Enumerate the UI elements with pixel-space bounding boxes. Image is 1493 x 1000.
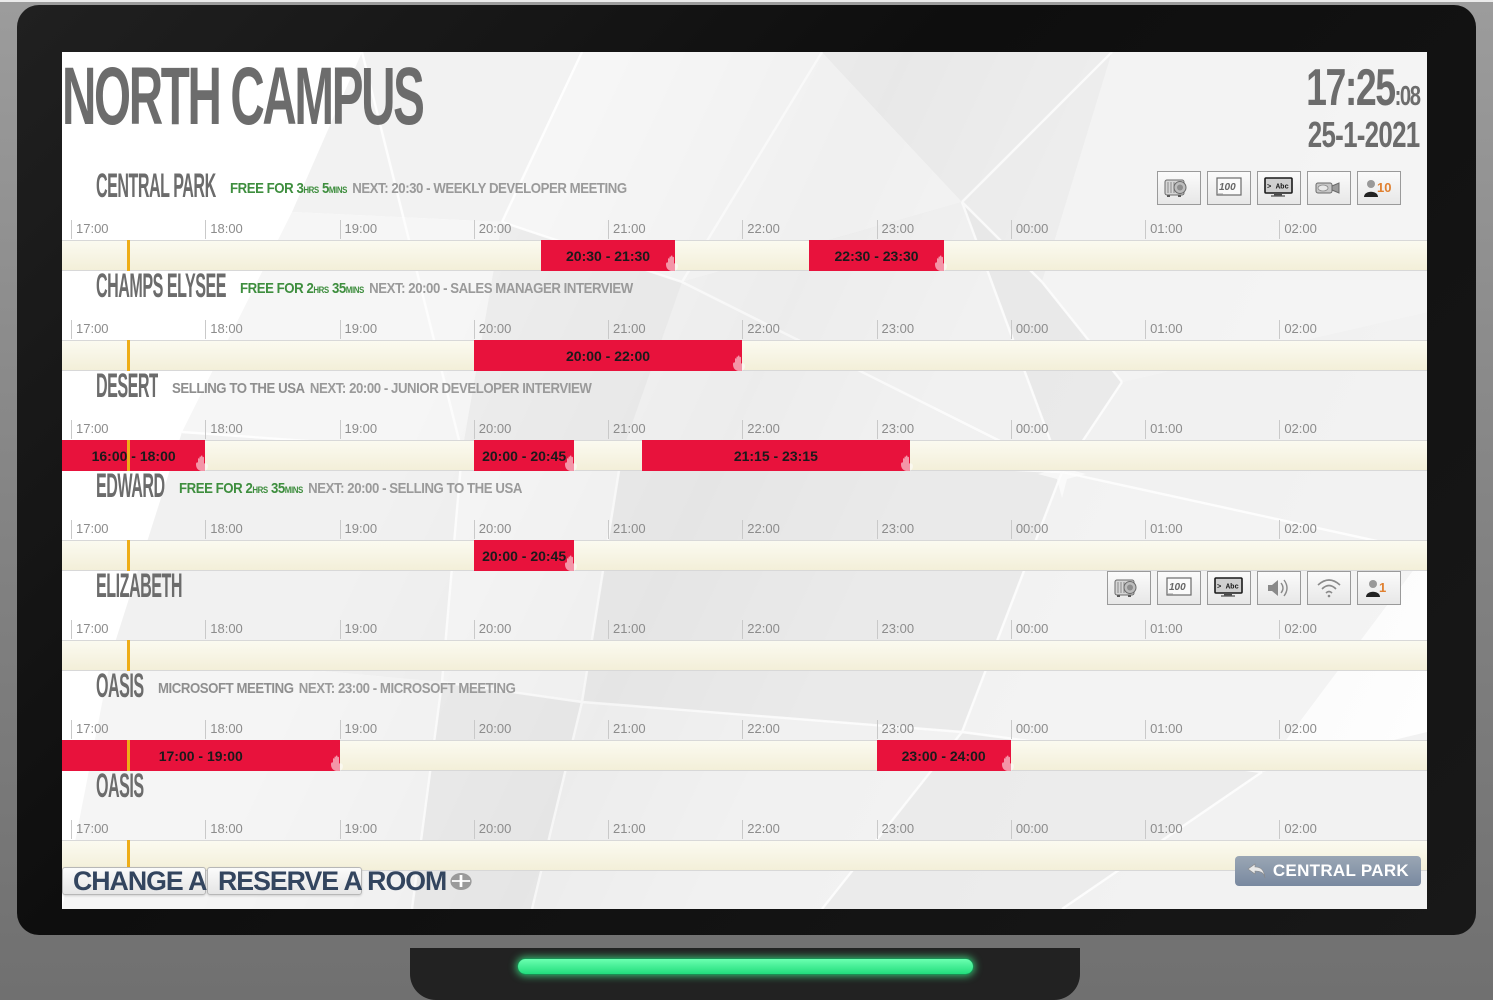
svg-text:100: 100 bbox=[1219, 182, 1236, 193]
svg-text:100: 100 bbox=[1169, 582, 1186, 593]
svg-text:> Abc: > Abc bbox=[1267, 183, 1289, 191]
svg-text:1: 1 bbox=[1379, 580, 1386, 595]
svg-text:10: 10 bbox=[1377, 180, 1391, 195]
svg-text:> Abc: > Abc bbox=[1217, 583, 1239, 591]
